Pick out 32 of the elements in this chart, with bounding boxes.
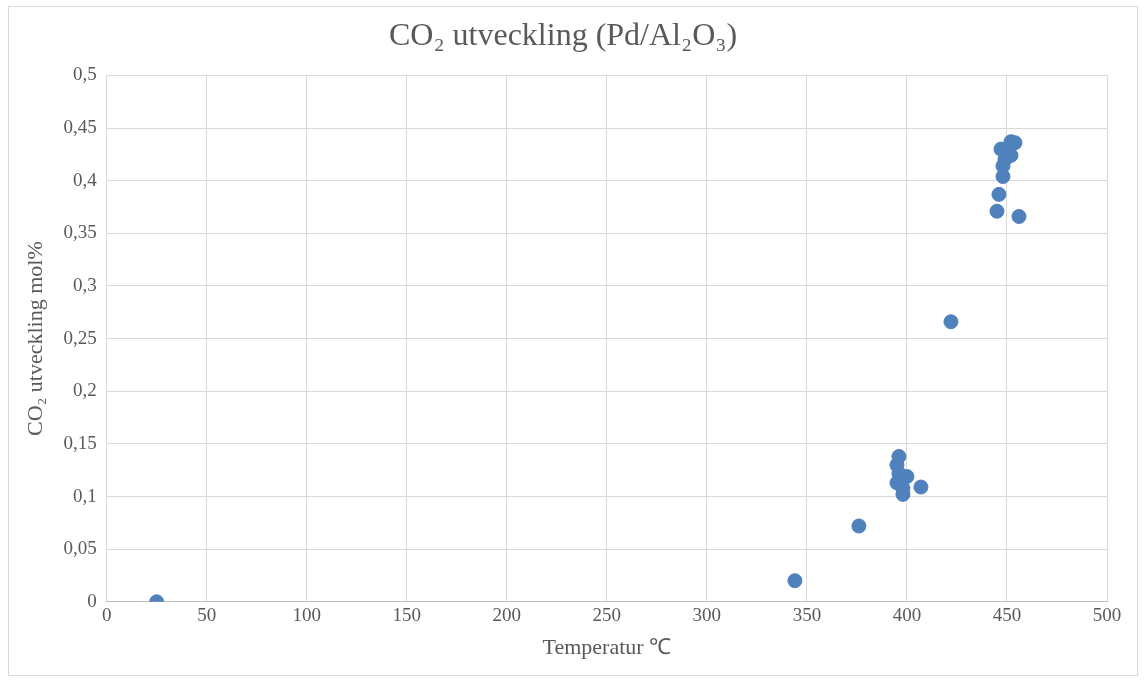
x-tick-label: 450 (992, 604, 1022, 626)
x-tick-label: 100 (292, 604, 321, 626)
point (787, 573, 803, 589)
point (943, 314, 959, 330)
y-tick-label: 0,1 (72, 484, 97, 506)
point (991, 186, 1007, 202)
chart-title: CO₂ utveckling (Pd/Al₂O₃) (388, 15, 738, 52)
point (989, 203, 1005, 219)
x-tick-label: 0 (101, 604, 112, 626)
x-tick-label: 200 (492, 604, 522, 626)
x-tick-label: 350 (792, 604, 822, 626)
x-tick-label: 300 (692, 604, 722, 626)
y-tick-label: 0,5 (72, 63, 97, 85)
point (913, 479, 929, 495)
x-tick-label: 500 (1092, 604, 1122, 626)
y-tick-label: 0,05 (63, 537, 97, 559)
y-tick-label: 0,3 (72, 273, 97, 295)
y-tick-label: 0 (87, 589, 97, 611)
y-tick-label: 0,4 (72, 168, 98, 190)
y-axis-title: CO₂ utveckling mol% (21, 241, 47, 436)
point (1011, 208, 1027, 224)
y-tick-label: 0,35 (63, 221, 97, 243)
y-tick-label: 0,2 (72, 379, 97, 401)
x-tick-label: 150 (392, 604, 422, 626)
y-tick-label: 0,25 (63, 326, 97, 348)
point (851, 518, 867, 534)
x-tick-label: 50 (197, 604, 217, 626)
y-tick-label: 0,15 (63, 431, 97, 453)
x-tick-label: 250 (592, 604, 622, 626)
x-tick-label: 400 (892, 604, 922, 626)
y-tick-label: 0,45 (63, 116, 97, 138)
x-axis-title: Temperatur ℃ (542, 633, 672, 659)
